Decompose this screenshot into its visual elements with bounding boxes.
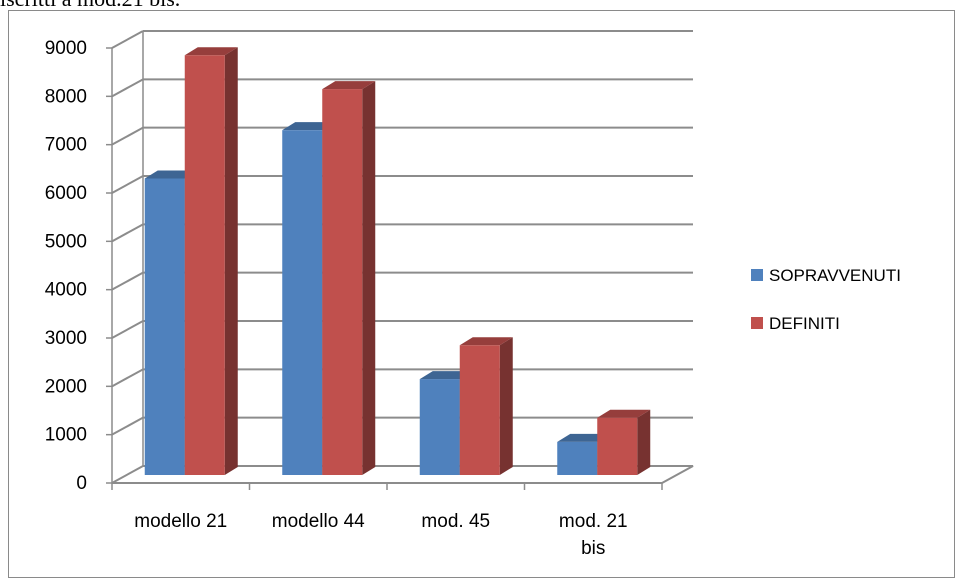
x-category-label: modello 21 [134, 511, 227, 532]
y-tick-label: 2000 [45, 376, 87, 397]
legend-label: DEFINITI [769, 314, 840, 333]
bar-top [597, 409, 651, 418]
gridline-diagonal [111, 320, 144, 339]
bars [144, 47, 651, 476]
bar-front [322, 89, 363, 475]
y-tick-label: 5000 [45, 231, 87, 252]
bar-definiti-1 [184, 47, 238, 475]
bar-side [499, 337, 513, 475]
gridline-diagonal [111, 126, 144, 146]
x-category-label: mod. 45 [421, 511, 490, 532]
x-category-label: mod. 21 [559, 511, 628, 532]
bar-top [557, 433, 611, 442]
bar-definiti-4 [597, 409, 651, 475]
bar-front [557, 441, 598, 475]
y-tick-label: 4000 [45, 280, 87, 301]
labels: 0 1000 2000 3000 4000 5000 6000 7000 8000 9000 mod… [45, 38, 628, 559]
legend-swatch [751, 317, 763, 329]
gridline-diagonal [111, 223, 144, 243]
gridline-diagonal [111, 368, 144, 388]
gridline-diagonal [111, 175, 144, 194]
bar-definiti-3 [459, 337, 513, 475]
bar-side [637, 409, 651, 475]
bar-top [459, 337, 513, 346]
chart-floor [111, 465, 694, 484]
y-tick-label: 8000 [45, 86, 87, 107]
x-category-label: bis [581, 538, 605, 559]
y-tick-label: 6000 [45, 183, 87, 204]
y-tick-label: 0 [76, 473, 87, 494]
bar-top [184, 47, 238, 56]
bar-side [362, 81, 376, 475]
axes [106, 31, 694, 490]
gridline-diagonal [111, 271, 144, 291]
gridline-diagonal [111, 78, 144, 98]
y-tick-label: 7000 [45, 135, 87, 156]
context-text: iscritti a mod.21 bis. [0, 0, 180, 12]
bar-front [184, 55, 225, 475]
legend-label: SOPRAVVENUTI [769, 266, 901, 285]
y-tick-label: 1000 [45, 425, 87, 446]
gridline-diagonal [111, 30, 144, 49]
bar-front [459, 345, 500, 475]
bar-top [144, 170, 198, 179]
bar-top [419, 371, 473, 380]
bar-front [282, 130, 323, 475]
bar-definiti-2 [322, 81, 376, 475]
bar-front [597, 417, 638, 475]
bar-front [419, 379, 460, 475]
gridline-diagonal [111, 416, 144, 436]
legend: SOPRAVVENUTI DEFINITI [751, 266, 901, 333]
y-tick-label: 9000 [45, 38, 87, 59]
y-tick-label: 3000 [45, 328, 87, 349]
bar-top [282, 122, 336, 131]
bar-top [322, 81, 376, 90]
legend-swatch [751, 269, 763, 281]
bar-side [224, 47, 238, 475]
x-category-label: modello 44 [272, 511, 365, 532]
bar-front [144, 178, 185, 475]
